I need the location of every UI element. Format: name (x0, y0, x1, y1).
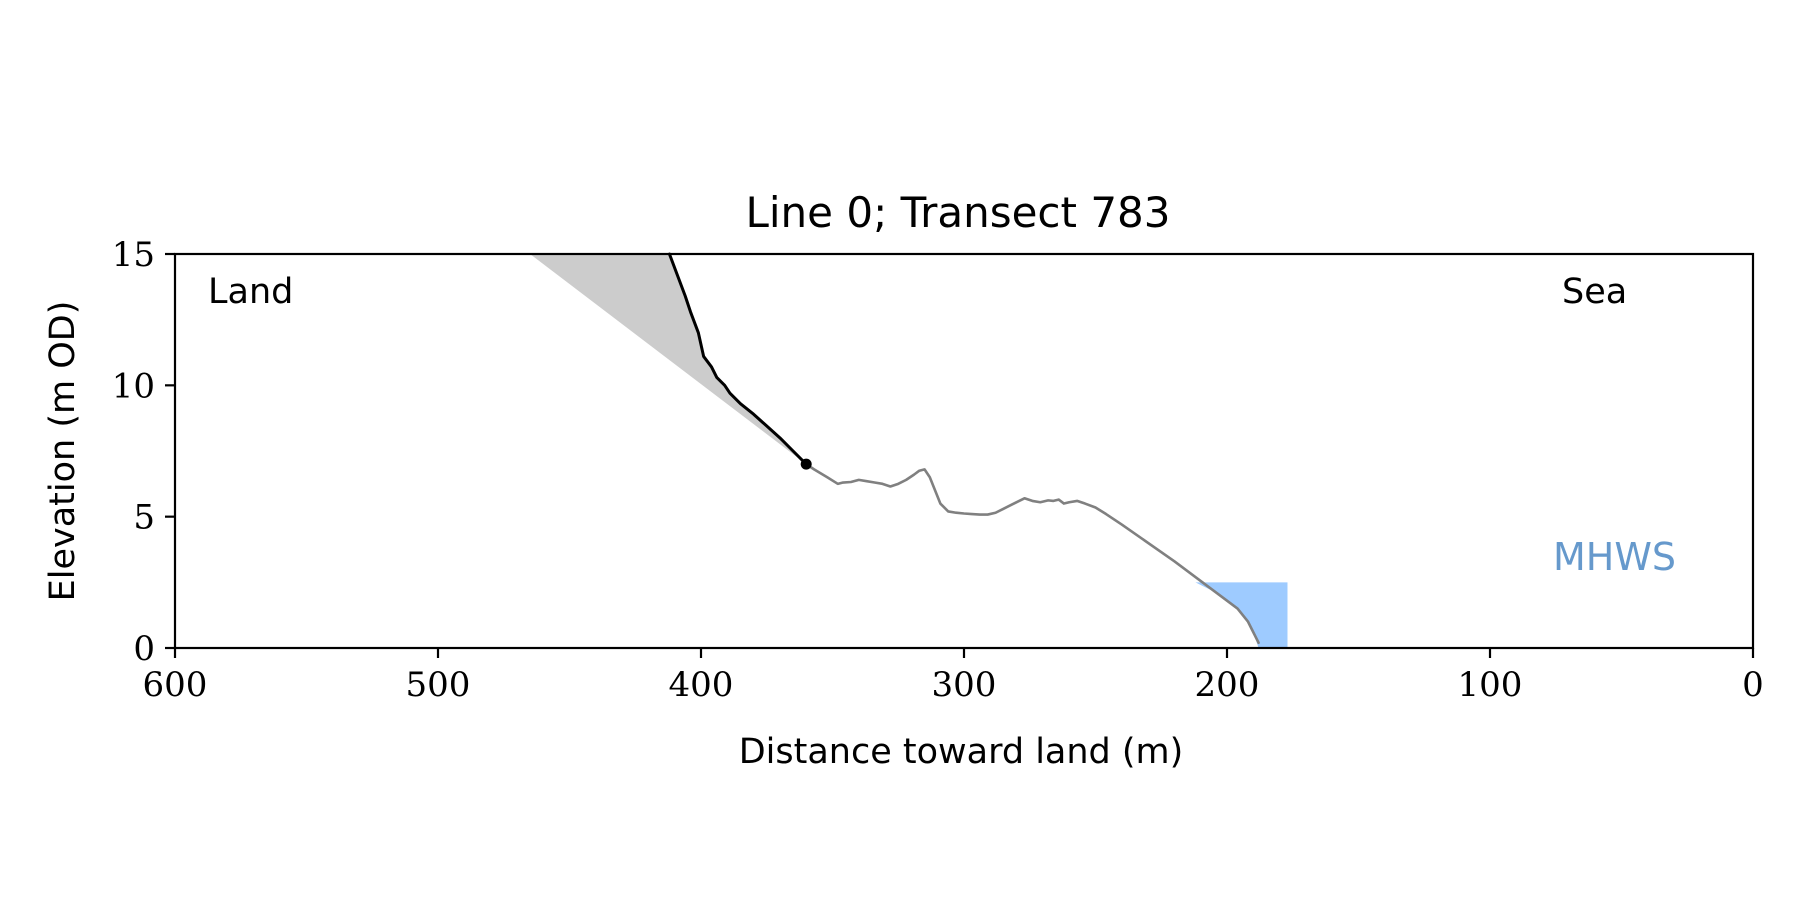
shaded-region (530, 254, 807, 465)
y-tick-label: 0 (133, 629, 155, 669)
y-tick-label: 5 (133, 498, 155, 538)
series-line-cliff (667, 252, 808, 466)
x-tick-label: 200 (1195, 665, 1260, 705)
x-tick-label: 0 (1742, 665, 1764, 705)
x-tick-label: 400 (669, 665, 734, 705)
x-tick-label: 500 (406, 665, 471, 705)
sea-label: Sea (1562, 272, 1627, 312)
mhws-region (1195, 582, 1288, 648)
x-tick-label: 300 (932, 665, 997, 705)
plot-area (530, 252, 1288, 648)
y-tick-label: 15 (112, 235, 155, 275)
x-tick-label: 600 (143, 665, 208, 705)
mhws-label: MHWS (1553, 535, 1676, 579)
y-axis: 0 5 10 15 (112, 235, 175, 669)
x-tick-label: 100 (1458, 665, 1523, 705)
x-axis-label: Distance toward land (m) (739, 732, 1184, 772)
x-axis: 600 500 400 300 200 100 0 (143, 648, 1764, 705)
chart-title: Line 0; Transect 783 (745, 188, 1170, 237)
land-label: Land (208, 272, 293, 312)
plot-frame (173, 252, 1755, 650)
cliff-toe-point (800, 458, 812, 470)
series-line-profile (804, 462, 1260, 645)
y-axis-label: Elevation (m OD) (43, 301, 83, 602)
y-tick-label: 10 (112, 366, 155, 406)
